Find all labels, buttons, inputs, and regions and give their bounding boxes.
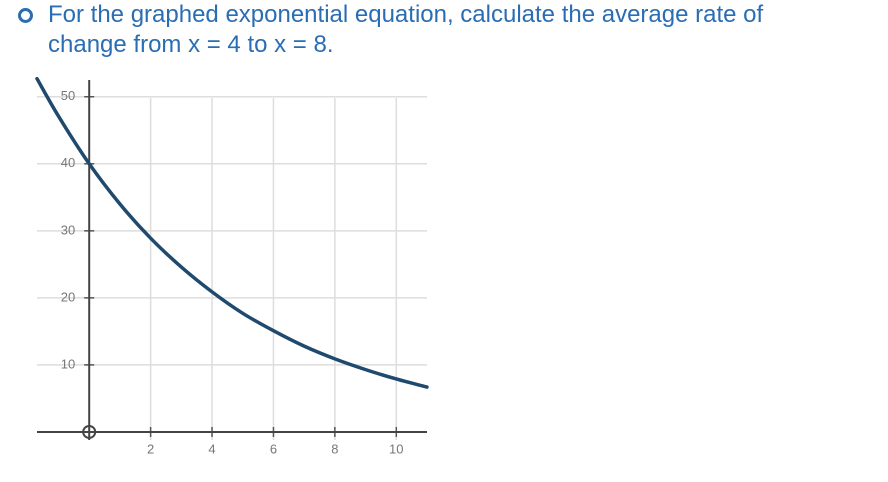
x-tick-label: 6 bbox=[270, 441, 277, 456]
y-tick-label: 20 bbox=[61, 289, 75, 304]
y-tick-label: 50 bbox=[61, 88, 75, 103]
bullet bbox=[18, 8, 33, 23]
x-tick-label: 8 bbox=[331, 441, 338, 456]
x-tick-label: 2 bbox=[147, 441, 154, 456]
y-tick-label: 30 bbox=[61, 222, 75, 237]
question: For the graphed exponential equation, ca… bbox=[48, 1, 764, 58]
x-tick-label: 4 bbox=[208, 441, 215, 456]
y-tick-label: 10 bbox=[61, 356, 75, 371]
origin-marker bbox=[82, 424, 97, 439]
curve bbox=[35, 76, 429, 389]
y-tick-label: 40 bbox=[61, 155, 75, 170]
x-tick-label: 10 bbox=[389, 441, 403, 456]
